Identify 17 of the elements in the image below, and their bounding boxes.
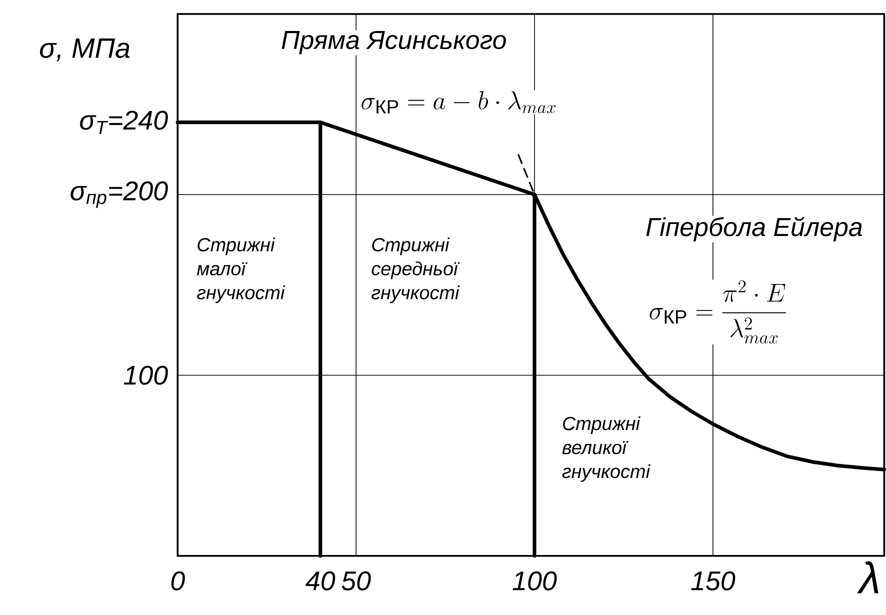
x-tick-label: 50 [342,571,371,591]
x-tick-label: 40 [306,571,336,591]
y-tick-label: σ$_{пр}$=200 [70,182,168,208]
y-axis-title: σ, МПа [40,38,130,62]
x-axis-title: λ [857,562,878,594]
x-tick-label: 0 [171,571,185,591]
y-tick-label: 100 [124,366,168,385]
annotation: $\sigma_{\text{КР}}=\dfrac{\pi^{2}\cdot E}{\lambda_{max}^{2}}$ [650,280,786,344]
annotation: Гіпербола Ейлера [646,216,862,242]
x-tick-label: 100 [512,571,557,591]
x-tick-label: 150 [691,571,736,591]
annotation: Пряма Ясинського [282,31,506,54]
annotation: Стрижні малої гнучкості [196,238,286,304]
annotation: Стрижні середньої гнучкості [372,238,460,304]
annotation: Стрижні великої гнучкості [562,416,650,482]
y-tick-label: σ$_{Т}$=240 [80,110,168,134]
annotation: $\sigma_{\text{КР}}=a-b\cdot\lambda_{max}$ [362,91,556,114]
